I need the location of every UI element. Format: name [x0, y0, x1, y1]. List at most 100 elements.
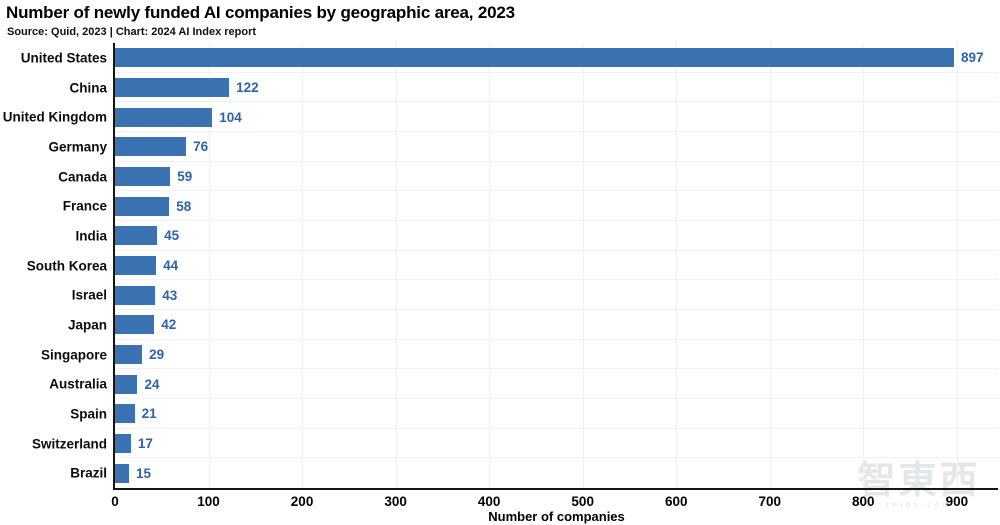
- value-label: 104: [219, 109, 242, 125]
- bar-row: Japan 42: [68, 310, 998, 340]
- x-tick-label: 400: [477, 494, 501, 509]
- bar: [115, 434, 131, 454]
- bar: [115, 463, 130, 483]
- x-tick-label: 600: [664, 494, 688, 509]
- value-label: 58: [176, 198, 192, 214]
- x-tick-label: 0: [111, 494, 119, 509]
- bar-row: Singapore 29: [41, 340, 998, 370]
- bar: [115, 404, 135, 424]
- bar-row: China 122: [69, 73, 998, 103]
- bar-track: 45: [115, 221, 998, 251]
- bar-row: Canada 59: [58, 162, 998, 192]
- category-label: Brazil: [70, 465, 107, 481]
- x-tick-label: 300: [384, 494, 407, 509]
- bar: [115, 345, 143, 365]
- chart-source: Source: Quid, 2023 | Chart: 2024 AI Inde…: [7, 26, 257, 38]
- x-tick-label: 900: [945, 494, 969, 509]
- bar-track: 29: [115, 340, 998, 370]
- bar-track: 104: [115, 102, 998, 132]
- gridline: [395, 43, 397, 488]
- bar: [115, 256, 157, 276]
- bar-track: 897: [115, 43, 998, 73]
- bar-track: 24: [115, 369, 998, 399]
- category-label: China: [69, 80, 107, 95]
- category-label: Australia: [49, 376, 107, 392]
- bar-row: Israel 43: [72, 280, 998, 310]
- value-label: 21: [141, 406, 157, 422]
- bar-track: 43: [115, 280, 998, 310]
- value-label: 24: [144, 376, 160, 392]
- bar-row: United States 897: [21, 43, 998, 73]
- bar-rows: United States 897 China 122 United Kingdom 10…: [3, 43, 998, 488]
- category-label: Switzerland: [31, 436, 107, 452]
- value-label: 45: [164, 228, 180, 244]
- value-label: 42: [161, 317, 177, 333]
- bar-track: 122: [115, 73, 998, 103]
- x-tick-label: 100: [197, 494, 220, 509]
- value-label: 59: [177, 169, 193, 185]
- category-label: Canada: [58, 169, 107, 185]
- bar-track: 59: [115, 162, 998, 192]
- bar-track: 21: [115, 399, 998, 429]
- bar: [115, 196, 170, 216]
- category-label: United Kingdom: [2, 109, 107, 125]
- bar: [115, 78, 230, 97]
- bar-row: South Korea 44: [27, 251, 998, 281]
- bar: [115, 315, 155, 335]
- category-label: India: [75, 228, 107, 244]
- gridline: [676, 43, 678, 488]
- value-label: 44: [163, 258, 179, 274]
- x-tick-label: 200: [290, 494, 314, 509]
- bar-row: Spain 21: [70, 399, 998, 429]
- bar-track: 76: [115, 132, 998, 162]
- bar: [115, 137, 187, 157]
- category-label: France: [62, 198, 107, 214]
- bar-row: Australia 24: [49, 369, 998, 399]
- bar-row: India 45: [75, 221, 998, 251]
- bar: [115, 285, 156, 305]
- value-label: 122: [236, 80, 259, 95]
- chart-title: Number of newly funded AI companies by g…: [6, 3, 515, 22]
- category-label: Spain: [70, 406, 107, 422]
- bar-track: 17: [115, 429, 998, 459]
- gridline: [863, 43, 865, 488]
- bar-row: Brazil 15: [70, 458, 998, 488]
- category-label: United States: [20, 50, 107, 66]
- value-label: 76: [193, 139, 209, 155]
- bar: [115, 48, 955, 68]
- gridline: [769, 43, 771, 488]
- gridline: [582, 43, 584, 488]
- x-axis-label: Number of companies: [488, 509, 625, 524]
- category-label: Germany: [48, 139, 107, 155]
- bar-track: 58: [115, 191, 998, 221]
- gridline: [302, 43, 304, 488]
- bar-row: France 58: [63, 191, 998, 221]
- bar: [115, 107, 213, 127]
- value-label: 15: [136, 465, 152, 481]
- bar-track: 44: [115, 251, 998, 281]
- value-label: 43: [162, 287, 178, 303]
- category-label: Japan: [67, 317, 107, 333]
- value-label: 17: [137, 436, 153, 452]
- category-label: Israel: [71, 287, 107, 303]
- bar-row: Switzerland 17: [32, 429, 998, 459]
- bar-track: 15: [115, 458, 998, 488]
- x-tick-label: 800: [852, 494, 875, 509]
- value-label: 29: [149, 347, 165, 363]
- category-label: South Korea: [26, 258, 107, 274]
- gridlines: [115, 43, 998, 488]
- bar: [115, 167, 171, 187]
- x-tick-label: 500: [571, 494, 594, 509]
- value-label: 897: [961, 50, 984, 66]
- plot-area: United States 897 China 122 United Kingdom 10…: [3, 43, 998, 490]
- x-axis-ticks: 0 100 200 300 400 500 600 700 800 900: [111, 494, 998, 509]
- x-tick-label: 700: [758, 494, 782, 509]
- gridline: [208, 43, 210, 488]
- bar-row: United Kingdom 104: [3, 102, 998, 132]
- bar-row: Germany 76: [48, 132, 998, 162]
- gridline: [489, 43, 491, 488]
- bar: [115, 374, 138, 394]
- category-label: Singapore: [40, 347, 107, 363]
- gridline: [956, 43, 958, 488]
